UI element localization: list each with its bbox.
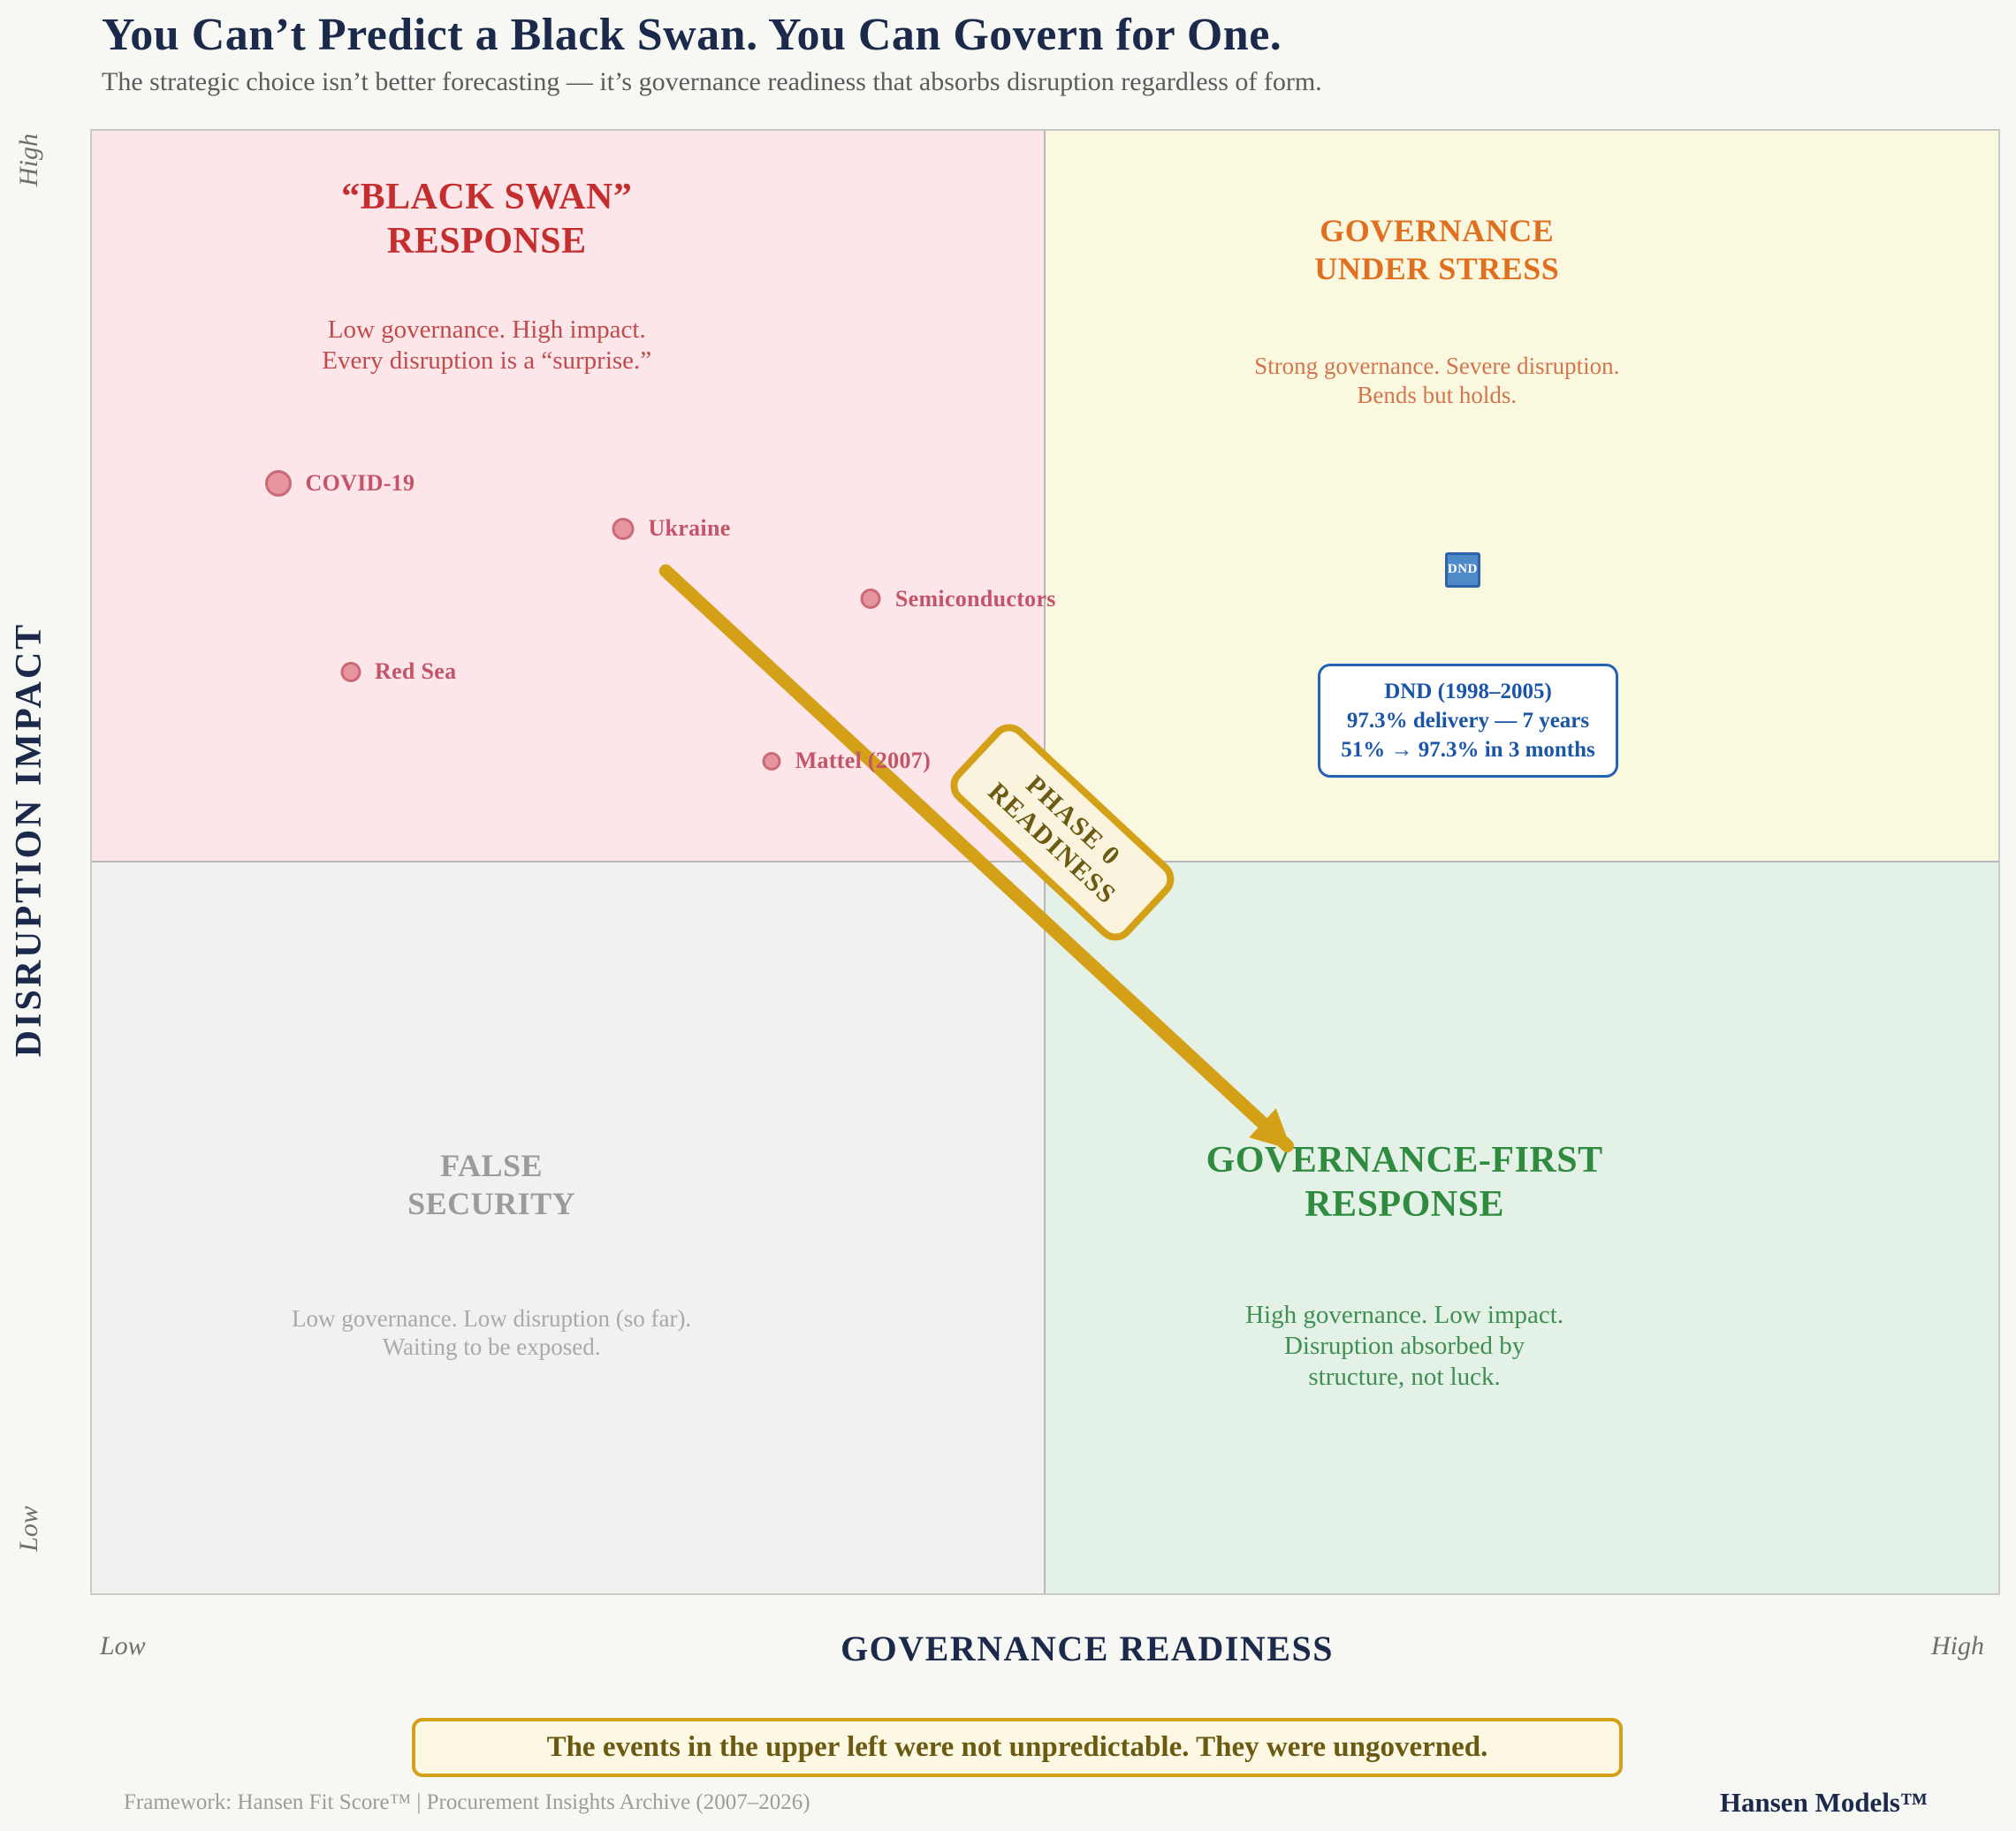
dnd-callout-improvement: 51% → 97.3% in 3 months [1341, 738, 1595, 762]
dnd-square-icon: DND [1444, 551, 1480, 588]
axis-x-high: High [1931, 1631, 1984, 1660]
quadrant-description: High governance. Low impact. Disruption … [1245, 1300, 1564, 1392]
quadrant-description: Low governance. High impact. Every disru… [322, 315, 652, 376]
quadrant-description: Low governance. Low disruption (so far).… [292, 1304, 692, 1361]
quadrant-false-security: FALSE SECURITY Low governance. Low disru… [92, 862, 1046, 1593]
event-point: COVID-19 [264, 469, 415, 497]
event-label: Red Sea [375, 658, 457, 685]
event-dot-icon [340, 661, 361, 682]
dnd-callout-delivery: 97.3% delivery — 7 years [1346, 709, 1590, 733]
axis-x-label: GOVERNANCE READINESS [841, 1629, 1334, 1668]
quadrant-black-swan-response: “BLACK SWAN” RESPONSE Low governance. Hi… [92, 131, 1046, 862]
event-label: Semiconductors [894, 585, 1056, 612]
quadrant-title: GOVERNANCE UNDER STRESS [1314, 213, 1560, 287]
axis-y-label: DISRUPTION IMPACT [9, 621, 49, 1058]
page-subtitle: The strategic choice isn’t better foreca… [102, 67, 1322, 96]
event-label: COVID-19 [305, 469, 415, 496]
event-point: Ukraine [612, 515, 730, 542]
event-dot-icon [860, 589, 881, 610]
footer-framework-note: Framework: Hansen Fit Score™ | Procureme… [124, 1790, 810, 1814]
quadrant-title: “BLACK SWAN” RESPONSE [341, 177, 633, 262]
event-point: Semiconductors [860, 585, 1056, 612]
matrix-overlay: COVID-19 Ukraine Semiconductors Red Sea Matt… [92, 131, 1998, 1593]
event-label: Ukraine [648, 515, 731, 542]
quadrant-title: FALSE SECURITY [407, 1147, 576, 1221]
axis-y-high: High [14, 133, 43, 186]
quadrant-governance-first-response: GOVERNANCE-FIRST RESPONSE High governanc… [1045, 862, 1998, 1593]
dnd-marker: DND [1444, 551, 1480, 588]
footer-brand: Hansen Models™ [1719, 1787, 1928, 1818]
dnd-callout: DND (1998–2005) 97.3% delivery — 7 years… [1318, 664, 1618, 778]
event-dot-icon [762, 751, 781, 771]
quadrant-description: Strong governance. Severe disruption. Be… [1254, 353, 1620, 408]
axis-y-low: Low [14, 1506, 43, 1552]
event-label: Mattel (2007) [795, 748, 932, 774]
event-point: Red Sea [340, 658, 456, 685]
conclusion-banner: The events in the upper left were not un… [412, 1718, 1623, 1777]
page-title: You Can’t Predict a Black Swan. You Can … [102, 10, 1282, 60]
phase0-arrow-line [658, 564, 1294, 1153]
axis-x-low: Low [100, 1631, 146, 1660]
dnd-callout-title: DND (1998–2005) [1384, 680, 1552, 703]
event-dot-icon [612, 517, 635, 540]
phase0-arrow [658, 564, 1294, 1153]
quadrant-matrix: “BLACK SWAN” RESPONSE Low governance. Hi… [90, 129, 2000, 1595]
event-dot-icon [264, 469, 292, 497]
event-point: Mattel (2007) [762, 748, 932, 774]
